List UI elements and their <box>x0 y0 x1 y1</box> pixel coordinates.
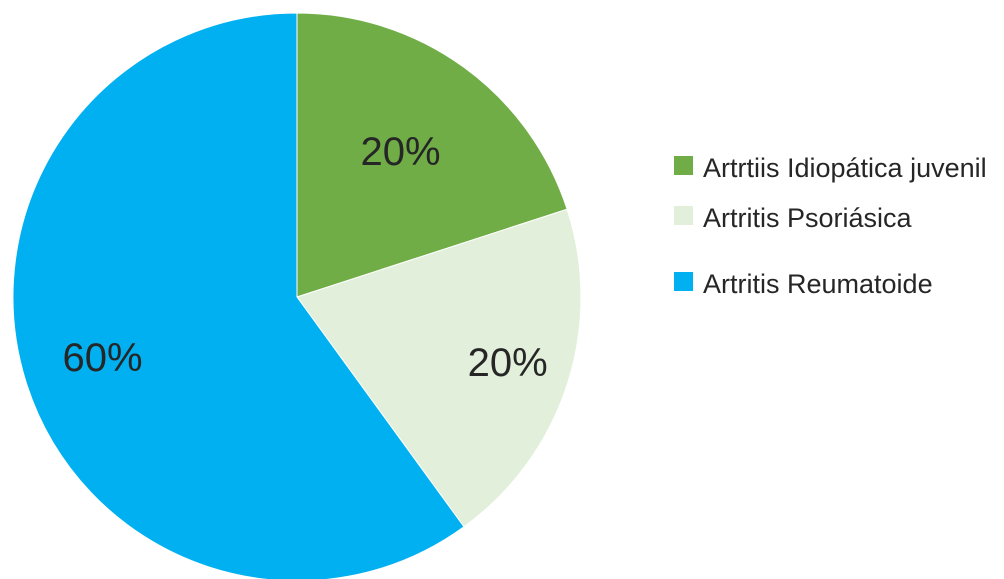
data-label: 60% <box>62 336 142 380</box>
legend-label: Artritis Psoriásica <box>703 203 912 233</box>
legend-swatch <box>674 206 693 225</box>
legend-swatch <box>674 156 693 175</box>
data-label: 20% <box>468 341 548 385</box>
legend-item-artritis-psoriasica: Artritis Psoriásica <box>674 200 1004 236</box>
pie-data-labels: 20% 20% 60% <box>62 130 547 385</box>
pie-slice-idiopatica <box>296 12 568 298</box>
legend-label: Artrtiis Idiopática juvenil <box>703 153 987 183</box>
pie-plot-area: 20% 20% 60% <box>12 12 582 579</box>
pie-slices <box>12 12 582 579</box>
legend: Artrtiis Idiopática juvenil Artritis Pso… <box>674 150 1004 316</box>
legend-label: Artritis Reumatoide <box>703 269 933 299</box>
pie-slice-psoriasica <box>296 208 582 528</box>
data-label: 20% <box>360 130 440 174</box>
legend-item-artritis-idiopatica: Artrtiis Idiopática juvenil <box>674 150 1004 186</box>
pie-slice-reumatoide <box>12 12 465 579</box>
legend-swatch <box>674 272 693 291</box>
legend-item-artritis-reumatoide: Artritis Reumatoide <box>674 266 1004 302</box>
